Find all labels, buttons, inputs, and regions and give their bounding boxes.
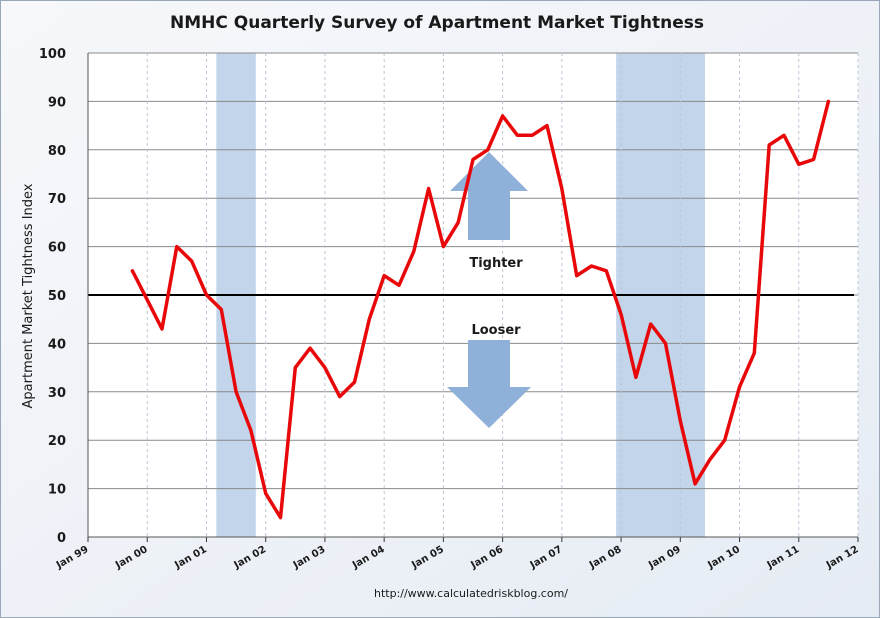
data-point [679, 419, 682, 422]
data-point [634, 376, 638, 379]
y-tick-label: 80 [48, 144, 66, 159]
y-tick-labels: 0 10 20 30 40 50 60 70 80 90 100 [39, 47, 66, 546]
series-group [130, 99, 831, 520]
data-point [308, 347, 312, 350]
data-point [738, 385, 741, 389]
data-point [486, 148, 489, 151]
data-point [471, 158, 475, 161]
data-point [338, 395, 341, 398]
data-point [501, 114, 504, 118]
data-point [190, 259, 193, 263]
series-line-1 [130, 99, 831, 520]
data-point [516, 134, 519, 137]
data-point [131, 269, 134, 272]
data-point [146, 298, 149, 301]
y-tick-label: 20 [48, 434, 66, 449]
data-point [457, 221, 460, 224]
y-tick-label: 90 [48, 95, 66, 110]
data-point [664, 342, 667, 345]
data-point [383, 274, 386, 277]
data-point [693, 482, 697, 485]
data-point [768, 143, 771, 147]
y-tick-label: 30 [48, 386, 66, 401]
axes [87, 53, 859, 542]
y-axis-label: Apartment Market Tightness Index [21, 183, 36, 408]
data-point [323, 366, 327, 369]
data-point [412, 250, 415, 253]
data-point [619, 313, 623, 316]
y-tick-label: 60 [48, 241, 66, 256]
data-point [264, 492, 267, 495]
data-point [427, 187, 430, 190]
chart-title: NMHC Quarterly Survey of Apartment Marke… [170, 13, 704, 33]
data-point [294, 366, 297, 369]
y-tick-label: 70 [48, 192, 66, 207]
y-tick-label: 40 [48, 337, 66, 352]
annotation-tighter: Tighter [469, 256, 523, 271]
data-point [531, 134, 534, 137]
data-point [605, 269, 608, 272]
y-tick-label: 100 [39, 47, 66, 62]
data-point [782, 134, 786, 137]
annotation-looser: Looser [471, 323, 521, 338]
data-point [827, 100, 830, 103]
data-point [220, 308, 223, 311]
data-point [279, 516, 282, 519]
y-tick-label: 10 [48, 483, 66, 498]
data-point [753, 351, 756, 355]
data-point [160, 327, 164, 331]
data-point [560, 187, 563, 190]
data-point [175, 245, 178, 248]
data-point [205, 293, 208, 297]
data-point [797, 163, 800, 166]
data-point [442, 245, 445, 248]
y-tick-label: 50 [48, 289, 66, 304]
source-url: http://www.calculatedriskblog.com/ [374, 587, 568, 600]
data-point [723, 439, 726, 442]
data-point [708, 458, 712, 461]
data-point [368, 318, 371, 321]
data-point [812, 158, 815, 161]
data-point [249, 429, 253, 432]
data-point [575, 274, 578, 277]
data-point [649, 322, 652, 326]
arrow-down-icon [447, 340, 531, 428]
data-point [353, 380, 356, 384]
y-tick-label: 0 [57, 531, 66, 546]
data-point [234, 390, 238, 393]
data-point [590, 264, 593, 268]
data-point [545, 124, 549, 127]
data-point [397, 284, 401, 287]
